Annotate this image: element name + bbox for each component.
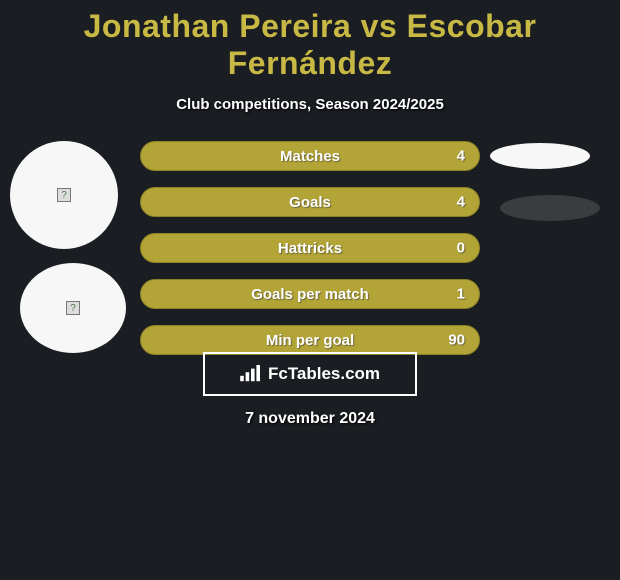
broken-image-icon <box>57 188 71 202</box>
club2-badge-placeholder <box>500 195 600 221</box>
player2-avatar <box>20 263 126 353</box>
stat-value: 0 <box>457 240 465 257</box>
stat-value: 90 <box>448 332 465 349</box>
player1-avatar <box>10 141 118 249</box>
date-line: 7 november 2024 <box>0 410 620 428</box>
stat-label: Goals per match <box>251 286 369 303</box>
broken-image-icon <box>66 301 80 315</box>
stat-value: 4 <box>457 194 465 211</box>
brand-text: FcTables.com <box>268 364 380 384</box>
content-area: Matches 4 Goals 4 Hattricks 0 Goals per … <box>0 141 620 381</box>
stat-value: 1 <box>457 286 465 303</box>
stat-label: Goals <box>289 194 331 211</box>
page-title: Jonathan Pereira vs Escobar Fernández <box>0 0 620 82</box>
stat-value: 4 <box>457 148 465 165</box>
comparison-widget: Jonathan Pereira vs Escobar Fernández Cl… <box>0 0 620 580</box>
club1-badge-placeholder <box>490 143 590 169</box>
stat-row-hattricks: Hattricks 0 <box>140 233 480 263</box>
stat-label: Hattricks <box>278 240 342 257</box>
bars-chart-icon <box>240 365 262 383</box>
stat-row-min-per-goal: Min per goal 90 <box>140 325 480 355</box>
brand-box[interactable]: FcTables.com <box>203 352 417 396</box>
stat-label: Matches <box>280 148 340 165</box>
stat-row-matches: Matches 4 <box>140 141 480 171</box>
stat-row-goals: Goals 4 <box>140 187 480 217</box>
stat-label: Min per goal <box>266 332 354 349</box>
stat-row-goals-per-match: Goals per match 1 <box>140 279 480 309</box>
subtitle: Club competitions, Season 2024/2025 <box>0 96 620 113</box>
stats-bars: Matches 4 Goals 4 Hattricks 0 Goals per … <box>140 141 480 371</box>
